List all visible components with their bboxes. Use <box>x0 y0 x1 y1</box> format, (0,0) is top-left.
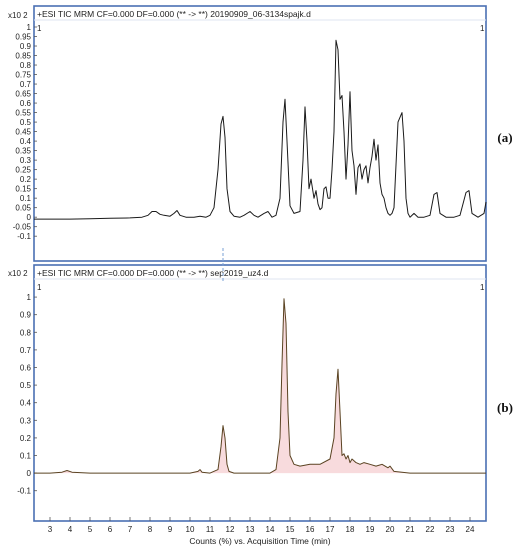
x-tick-label: 21 <box>406 525 415 534</box>
y-tick-label: 0 <box>27 469 32 478</box>
x-tick-label: 17 <box>326 525 335 534</box>
y-tick-label: 1 <box>27 23 32 32</box>
y-tick-label: 0.7 <box>20 80 32 89</box>
x-tick-label: 18 <box>346 525 355 534</box>
x-tick-label: 15 <box>286 525 295 534</box>
y-tick-label: 0.5 <box>20 118 32 127</box>
x-tick-label: 11 <box>206 525 215 534</box>
x-tick-label: 9 <box>168 525 173 534</box>
panel-label-0: (a) <box>497 130 512 145</box>
y-tick-label: 0.5 <box>20 381 32 390</box>
series-line-0-0 <box>34 39 487 220</box>
x-tick-label: 12 <box>226 525 235 534</box>
y-multiplier-1: x10 2 <box>8 269 28 278</box>
x-tick-label: 23 <box>446 525 455 534</box>
x-tick-label: 16 <box>306 525 315 534</box>
y-multiplier-0: x10 2 <box>8 11 28 20</box>
x-tick-label: 8 <box>148 525 153 534</box>
y-tick-label: -0.1 <box>17 487 31 496</box>
y-tick-label: 0.6 <box>20 363 32 372</box>
x-tick-label: 14 <box>266 525 275 534</box>
y-tick-label: 0.35 <box>15 147 31 156</box>
y-tick-label: 0.95 <box>15 33 31 42</box>
chart-header-1: +ESI TIC MRM CF=0.000 DF=0.000 (** -> **… <box>37 268 269 278</box>
y-tick-label: 0.9 <box>20 42 32 51</box>
x-tick-label: 19 <box>366 525 375 534</box>
x-tick-label: 3 <box>48 525 53 534</box>
series-line-1-0 <box>34 298 486 474</box>
y-tick-label: -0.1 <box>17 232 31 241</box>
y-tick-label: 0.75 <box>15 71 31 80</box>
y-tick-label: 0.8 <box>20 61 32 70</box>
y-tick-label: 0.4 <box>20 137 32 146</box>
y-tick-label: 0.8 <box>20 328 32 337</box>
panel-label-1: (b) <box>497 400 513 415</box>
y-tick-label: 0.2 <box>20 175 32 184</box>
y-tick-label: 0.9 <box>20 311 32 320</box>
y-tick-label: 0.7 <box>20 346 32 355</box>
y-tick-label: 0.6 <box>20 99 32 108</box>
y-tick-label: 0.1 <box>20 452 32 461</box>
y-tick-label: 0.25 <box>15 166 31 175</box>
y-tick-label: 0.05 <box>15 204 31 213</box>
x-tick-label: 10 <box>186 525 195 534</box>
plot-frame-1 <box>33 264 487 522</box>
y-tick-label: 0.15 <box>15 185 31 194</box>
x-tick-label: 13 <box>246 525 255 534</box>
corner-marker-right-1: 1 <box>480 283 485 292</box>
y-tick-label: 0.85 <box>15 52 31 61</box>
x-tick-label: 7 <box>128 525 133 534</box>
y-tick-label: 0.65 <box>15 90 31 99</box>
x-tick-label: 6 <box>108 525 113 534</box>
y-tick-label: -0.05 <box>13 223 32 232</box>
chart-header-0: +ESI TIC MRM CF=0.000 DF=0.000 (** -> **… <box>37 9 311 19</box>
x-tick-label: 5 <box>88 525 93 534</box>
y-tick-label: 0.55 <box>15 109 31 118</box>
x-tick-label: 20 <box>386 525 395 534</box>
x-tick-label: 4 <box>68 525 73 534</box>
y-tick-label: 0.2 <box>20 434 32 443</box>
corner-marker-left-0: 1 <box>37 24 42 33</box>
y-tick-label: 0.3 <box>20 416 32 425</box>
x-tick-label: 24 <box>466 525 475 534</box>
corner-marker-left-1: 1 <box>37 283 42 292</box>
plot-frame-0 <box>33 5 487 262</box>
y-tick-label: 0.1 <box>20 194 32 203</box>
y-tick-label: 0.4 <box>20 399 32 408</box>
corner-marker-right-0: 1 <box>480 24 485 33</box>
x-axis-label: Counts (%) vs. Acquisition Time (min) <box>189 536 330 546</box>
y-tick-label: 1 <box>27 293 32 302</box>
y-tick-label: 0.45 <box>15 128 31 137</box>
y-tick-label: 0 <box>27 213 32 222</box>
x-tick-label: 22 <box>426 525 435 534</box>
y-tick-label: 0.3 <box>20 156 32 165</box>
